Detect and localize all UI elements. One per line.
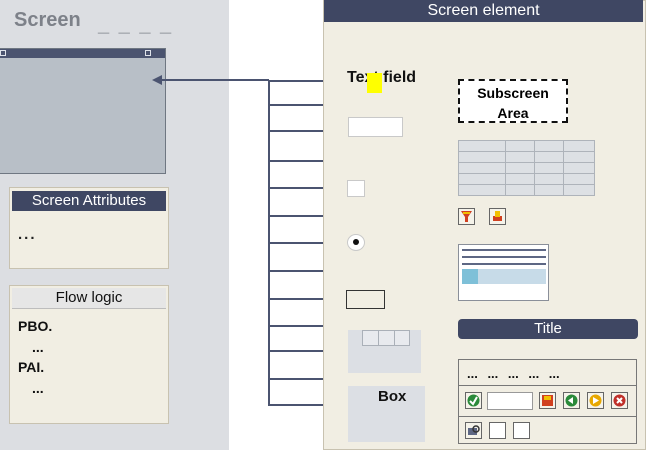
menu-bar-dots: ... ... ... ... ... <box>467 366 560 381</box>
arrow-to-screen <box>152 75 269 85</box>
connector-radio <box>268 242 346 244</box>
screen-window <box>0 48 166 174</box>
screen-window-titlebar <box>0 49 165 58</box>
flow-pai-dots: ... <box>32 380 44 396</box>
connector-table-control <box>268 350 348 352</box>
find-icon <box>465 422 482 439</box>
screen-attributes-title: Screen Attributes <box>12 191 166 211</box>
box-element <box>348 386 425 442</box>
connector-box <box>268 404 348 406</box>
pushbutton-element <box>346 290 385 309</box>
screen-element-title: Screen element <box>324 0 643 22</box>
filter-icon <box>458 208 475 225</box>
flow-logic-panel: Flow logic PBO. ... PAI. ... <box>9 285 169 424</box>
radio-button-element <box>347 234 365 251</box>
title-element: Title <box>458 319 638 339</box>
input-field-element <box>348 117 403 137</box>
cursor-highlight <box>367 73 382 93</box>
check-icon <box>465 392 482 409</box>
flow-logic-title: Flow logic <box>12 288 166 309</box>
connector-checkbox <box>268 187 346 189</box>
connector-text-field <box>268 80 346 82</box>
box-label: Box <box>378 388 407 405</box>
exit-icon <box>587 392 604 409</box>
table-control-header <box>362 330 410 346</box>
screen-number-placeholder: _ _ _ _ <box>98 14 174 36</box>
screen-title: Screen <box>14 9 81 31</box>
flow-pai: PAI. <box>18 359 45 375</box>
screen-attributes-panel: Screen Attributes ... <box>9 187 169 269</box>
flow-pbo-dots: ... <box>32 339 44 355</box>
screen-attributes-dots: ... <box>18 226 37 243</box>
gui-status-element: ... ... ... ... ... <box>458 359 637 444</box>
table-grid-icon <box>458 140 595 196</box>
empty-button-1 <box>489 422 506 439</box>
step-loop-element <box>458 244 549 301</box>
subscreen-area-element: Subscreen Area <box>458 79 568 123</box>
subscreen-label-line1: Subscreen <box>477 85 549 101</box>
back-icon <box>563 392 580 409</box>
connector-input-field <box>268 130 348 132</box>
radio-dot <box>353 239 359 245</box>
print-icon <box>489 208 506 225</box>
window-close-icon <box>145 50 151 56</box>
table-control-element <box>348 330 421 373</box>
window-menu-icon <box>0 50 6 56</box>
flow-pbo: PBO. <box>18 318 53 334</box>
subscreen-label-line2: Area <box>497 105 529 121</box>
checkbox-element <box>347 180 365 197</box>
save-icon <box>539 392 556 409</box>
empty-button-2 <box>513 422 530 439</box>
cancel-icon <box>611 392 628 409</box>
connector-pushbutton <box>268 298 346 300</box>
command-field <box>487 392 533 410</box>
